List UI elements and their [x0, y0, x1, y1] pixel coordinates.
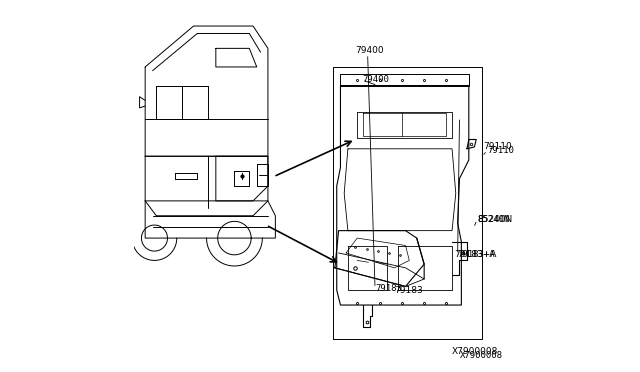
Text: 79183+A: 79183+A	[458, 250, 495, 259]
Text: 79110: 79110	[488, 146, 515, 155]
Text: 85240N: 85240N	[477, 215, 509, 224]
Text: 85240N: 85240N	[477, 215, 512, 224]
Text: X7900008: X7900008	[452, 347, 499, 356]
Text: 79110: 79110	[483, 142, 512, 151]
Text: X7900008: X7900008	[460, 351, 502, 360]
Text: 79183: 79183	[375, 284, 402, 293]
Text: 79400: 79400	[362, 76, 389, 84]
Text: 79400: 79400	[355, 46, 384, 55]
Text: 79183: 79183	[394, 286, 423, 295]
Text: 79183+A: 79183+A	[454, 250, 497, 259]
